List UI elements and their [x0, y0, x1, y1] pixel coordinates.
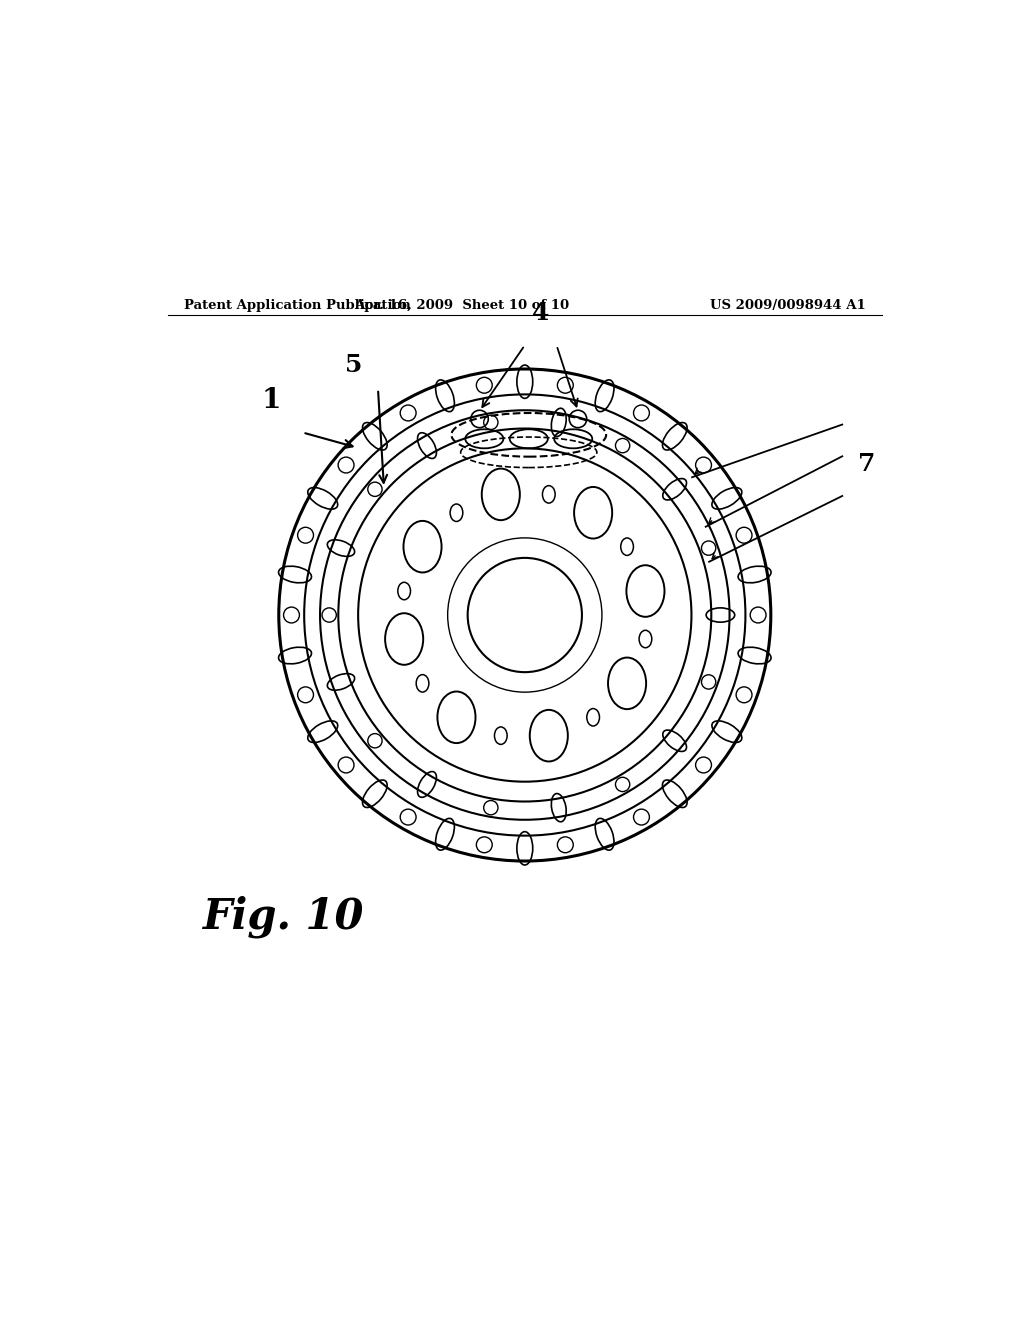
Text: 4: 4	[532, 301, 549, 326]
Text: Patent Application Publication: Patent Application Publication	[183, 300, 411, 312]
Text: Fig. 10: Fig. 10	[204, 895, 365, 937]
Text: 5: 5	[345, 352, 362, 378]
Text: 1: 1	[261, 387, 281, 414]
Text: US 2009/0098944 A1: US 2009/0098944 A1	[711, 300, 866, 312]
Text: 7: 7	[858, 453, 876, 477]
Text: Apr. 16, 2009  Sheet 10 of 10: Apr. 16, 2009 Sheet 10 of 10	[353, 300, 569, 312]
